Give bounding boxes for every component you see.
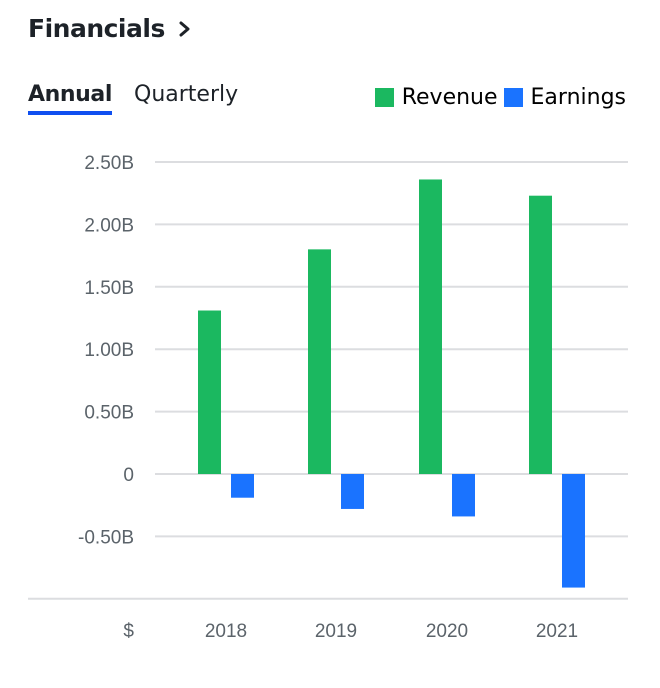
y-axis-ticks: 2.50B 2.00B 1.50B 1.00B 0.50B 0 -0.50B [78, 153, 134, 548]
y-tick-label: 2.50B [84, 153, 134, 174]
bar-revenue-2020[interactable] [419, 179, 442, 475]
section-title: Financials [28, 14, 165, 43]
legend-item-earnings[interactable]: Earnings [503, 85, 626, 110]
period-tabs: Annual Quarterly [28, 82, 260, 115]
chart-legend: Revenue Earnings [369, 85, 626, 110]
y-tick-label: 1.50B [84, 278, 134, 299]
tab-annual[interactable]: Annual [28, 82, 112, 115]
x-tick-label: 2020 [426, 621, 468, 642]
x-tick-label: 2021 [536, 621, 578, 642]
bar-revenue-2019[interactable] [308, 249, 331, 474]
bars [198, 179, 585, 588]
y-tick-label: 2.00B [84, 215, 134, 236]
legend-label-revenue: Revenue [401, 85, 498, 110]
x-tick-label: 2018 [205, 621, 247, 642]
legend-item-revenue[interactable]: Revenue [374, 85, 498, 110]
x-tick-label: 2019 [315, 621, 357, 642]
y-tick-label: 0.50B [84, 403, 134, 424]
bar-earnings-2018[interactable] [231, 474, 254, 498]
currency-label: $ [123, 621, 134, 642]
y-tick-label: -0.50B [78, 527, 134, 548]
chevron-right-icon [179, 21, 190, 36]
bar-revenue-2018[interactable] [198, 310, 221, 474]
y-tick-label: 1.00B [84, 340, 134, 361]
legend-swatch-earnings [503, 88, 523, 107]
financials-header-link[interactable]: Financials [28, 14, 193, 43]
bar-revenue-2021[interactable] [529, 195, 552, 475]
bar-earnings-2021[interactable] [562, 474, 585, 588]
bar-earnings-2020[interactable] [452, 474, 475, 517]
x-axis-ticks: 2018 2019 2020 2021 $ [123, 621, 578, 642]
legend-label-earnings: Earnings [530, 85, 626, 110]
tab-quarterly[interactable]: Quarterly [134, 82, 239, 107]
bar-earnings-2019[interactable] [341, 474, 364, 509]
y-tick-label: 0 [123, 465, 134, 486]
legend-swatch-revenue [374, 88, 394, 107]
